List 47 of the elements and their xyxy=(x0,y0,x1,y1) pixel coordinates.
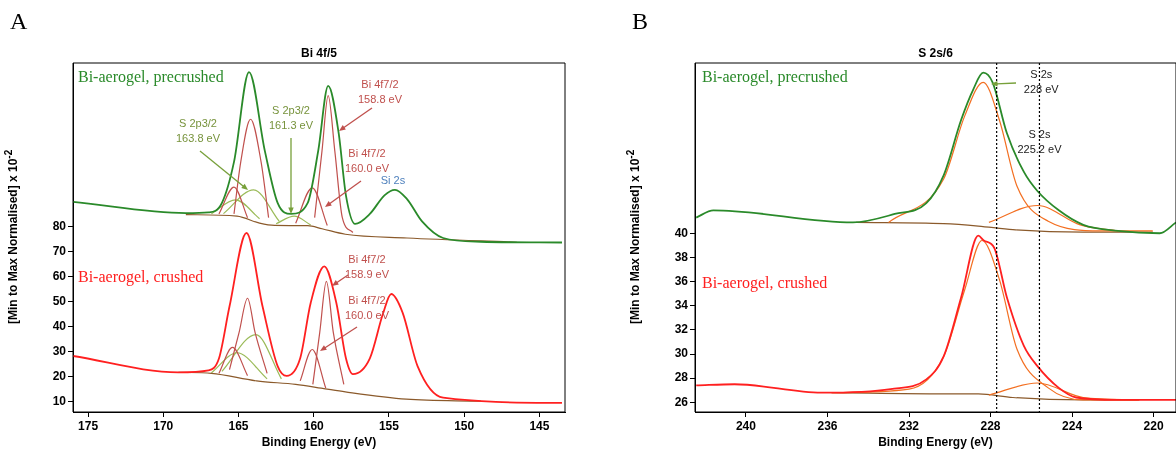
chart-title: S 2s/6 xyxy=(918,46,954,60)
series-label: Bi-aerogel, crushed xyxy=(78,268,204,286)
y-tick-label: 70 xyxy=(52,243,67,258)
y-tick-label: 38 xyxy=(674,249,689,264)
x-tick-label: 232 xyxy=(898,418,920,433)
series-label: Bi-aerogel, precrushed xyxy=(78,68,224,86)
y-tick-label: 28 xyxy=(674,370,689,385)
annotation: S 2s 228 eV xyxy=(1023,67,1060,95)
annotation: S 2p3/2 163.8 eV xyxy=(175,116,221,144)
x-tick-label: 150 xyxy=(454,418,475,433)
x-tick-label: 170 xyxy=(153,418,174,433)
y-tick-label: 60 xyxy=(52,268,67,283)
x-tick-label: 175 xyxy=(78,418,99,433)
annotation: Si 2s xyxy=(380,174,406,187)
annotation: S 2p3/2 161.3 eV xyxy=(268,103,314,131)
y-tick-label: 34 xyxy=(674,298,689,313)
x-axis-title: Binding Energy (eV) xyxy=(261,435,377,450)
x-tick-label: 224 xyxy=(1062,418,1083,433)
x-axis-title: Binding Energy (eV) xyxy=(878,435,993,450)
chart-title: Bi 4f/5 xyxy=(300,46,338,60)
x-tick-label: 160 xyxy=(303,418,325,433)
text: Bi-aerogel, precrushed xyxy=(702,68,848,86)
annotation: Bi 4f7/2 158.8 eV xyxy=(357,77,403,105)
x-tick-label: 165 xyxy=(228,418,249,433)
y-tick-label: 36 xyxy=(674,273,689,288)
x-tick-label: 236 xyxy=(817,418,838,433)
y-tick-label: 40 xyxy=(674,225,689,240)
y-tick-label: 50 xyxy=(52,293,67,308)
x-tick-label: 220 xyxy=(1143,418,1164,433)
y-tick-label: 20 xyxy=(52,369,67,384)
x-tick-label: 240 xyxy=(735,418,757,433)
text: A xyxy=(10,8,28,35)
x-tick-label: 145 xyxy=(529,418,550,433)
annotation: Bi 4f7/2 160.0 eV xyxy=(344,146,390,174)
y-tick-label: 40 xyxy=(52,318,67,333)
x-tick-label: 155 xyxy=(378,418,400,433)
annotation: S 2s 225.2 eV xyxy=(1017,127,1063,155)
y-tick-label: 80 xyxy=(52,218,67,233)
y-tick-label: 30 xyxy=(52,344,67,359)
x-tick-label: 228 xyxy=(980,418,1001,433)
annotation: Bi 4f7/2 158.9 eV xyxy=(344,252,390,280)
y-tick-label: 30 xyxy=(674,346,689,361)
y-tick-label: 26 xyxy=(674,394,689,409)
text: B xyxy=(632,8,649,35)
text: Bi-aerogel, crushed xyxy=(702,274,828,292)
y-tick-label: 32 xyxy=(674,322,689,337)
y-tick-label: 10 xyxy=(52,394,67,409)
